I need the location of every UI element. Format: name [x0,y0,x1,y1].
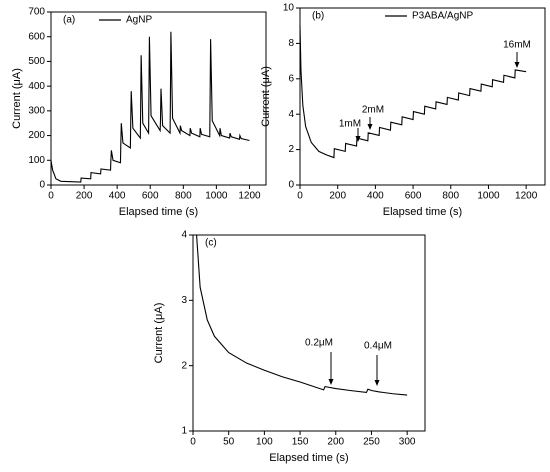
data-line [196,234,408,396]
panel-label: (a) [63,15,75,26]
annotation: 0.4μM [364,341,392,352]
y-tick-label: 500 [28,56,45,67]
data-line [50,31,250,183]
y-tick-label: 700 [28,7,45,18]
y-tick-label: 2 [181,360,187,371]
x-tick-label: 200 [327,437,344,448]
y-tick-label: 0 [39,180,45,191]
y-tick-label: 4 [181,230,187,241]
x-tick-label: 100 [256,437,273,448]
y-tick-label: 1 [181,426,187,437]
x-tick-label: 600 [405,191,422,202]
y-tick-label: 400 [28,81,45,92]
y-tick-label: 100 [28,155,45,166]
panel-label: (b) [312,11,324,22]
x-tick-label: 200 [329,191,346,202]
annotation: 0.2μM [305,338,333,349]
y-tick-label: 600 [28,31,45,42]
x-tick-label: 50 [223,437,235,448]
x-tick-label: 200 [76,191,93,202]
annotation-arrowhead [355,136,361,142]
x-tick-label: 150 [292,437,309,448]
annotation-arrowhead [328,379,334,385]
annotation: 2mM [362,105,384,116]
x-axis-label: Elapsed time (s) [119,206,198,218]
x-tick-label: 400 [109,191,126,202]
panel-label: (c) [205,238,217,249]
y-tick-label: 2 [288,144,294,155]
y-tick-label: 4 [288,109,294,120]
legend-label: AgNP [126,15,152,26]
annotation-arrowhead [374,380,380,386]
annotation: 16mM [503,40,531,51]
y-tick-label: 300 [28,105,45,116]
annotation-arrowhead [367,124,373,130]
y-tick-label: 6 [288,73,294,84]
x-tick-label: 1200 [515,191,538,202]
plot-frame [50,11,267,186]
x-tick-label: 250 [363,437,380,448]
x-tick-label: 1000 [205,191,228,202]
plot-frame [299,7,546,186]
x-tick-label: 0 [190,437,196,448]
x-tick-label: 0 [297,191,303,202]
y-axis-label: Current (μA) [260,66,272,127]
annotation-arrowhead [514,62,520,68]
x-tick-label: 800 [442,191,459,202]
y-axis-label: Current (μA) [153,303,165,364]
plot-frame [192,234,426,432]
y-tick-label: 8 [288,38,294,49]
x-tick-label: 400 [367,191,384,202]
legend-label: P3ABA/AgNP [412,11,473,22]
x-tick-label: 1000 [477,191,500,202]
x-tick-label: 600 [142,191,159,202]
y-tick-label: 3 [181,295,187,306]
x-tick-label: 800 [175,191,192,202]
data-line [299,25,527,159]
y-tick-label: 10 [283,3,295,14]
x-tick-label: 300 [399,437,416,448]
y-axis-label: Current (μA) [11,68,23,129]
y-tick-label: 0 [288,180,294,191]
y-tick-label: 200 [28,130,45,141]
x-axis-label: Elapsed time (s) [383,206,462,218]
x-tick-label: 1200 [238,191,261,202]
x-tick-label: 0 [48,191,54,202]
annotation: 1mM [339,119,361,130]
x-axis-label: Elapsed time (s) [269,452,348,464]
